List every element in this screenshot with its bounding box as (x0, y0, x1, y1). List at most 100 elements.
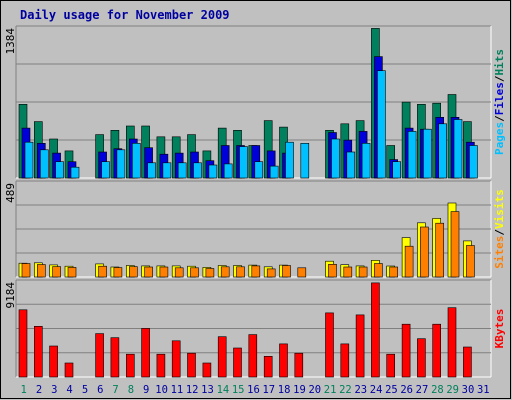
day-label-25: 25 (385, 384, 398, 396)
day-label-30: 30 (462, 384, 475, 396)
bar-kbytes-day-1 (18, 309, 28, 378)
bar-kbytes-day-4 (64, 362, 74, 378)
legend-entry: / (493, 115, 506, 122)
legend-entry: Visits (493, 189, 506, 229)
bar-kbytes-day-25 (386, 353, 396, 378)
day-label-15: 15 (232, 384, 245, 396)
bar-pages-day-27 (423, 128, 432, 179)
bar-kbytes-day-15 (233, 347, 242, 378)
bar-sites-day-27 (420, 226, 429, 278)
bar-sites-day-9 (144, 266, 153, 278)
legend-entry: Sites (493, 236, 506, 269)
bar-sites-day-4 (67, 267, 77, 278)
bar-kbytes-day-10 (156, 353, 166, 378)
day-label-27: 27 (416, 384, 429, 396)
bar-sites-day-3 (52, 266, 61, 278)
bar-sites-day-6 (98, 265, 107, 278)
bar-sites-day-22 (343, 266, 353, 278)
bar-sites-day-2 (36, 264, 46, 278)
chart-panels: 1384Pages/Files/Hits489Sites/Visits9184K… (4, 25, 506, 378)
y-max-label: 9184 (4, 282, 17, 309)
bar-pages-day-15 (239, 146, 248, 179)
bar-kbytes-day-8 (126, 353, 135, 378)
day-label-8: 8 (128, 384, 134, 396)
day-label-16: 16 (247, 384, 260, 396)
panel-legend: Sites/Visits (493, 189, 506, 269)
day-label-17: 17 (262, 384, 275, 396)
day-label-4: 4 (66, 384, 72, 396)
bar-pages-day-23 (361, 143, 371, 179)
bar-pages-day-28 (438, 123, 448, 179)
bar-pages-day-26 (407, 131, 417, 179)
bar-pages-day-10 (162, 162, 172, 179)
bar-sites-day-23 (358, 266, 368, 278)
day-label-9: 9 (143, 384, 149, 396)
day-label-21: 21 (324, 384, 337, 396)
bar-sites-day-14 (220, 266, 230, 278)
bar-kbytes-day-16 (248, 334, 258, 378)
day-label-19: 19 (293, 384, 306, 396)
bar-kbytes-day-12 (187, 352, 196, 378)
bar-kbytes-day-22 (340, 343, 350, 378)
day-label-6: 6 (97, 384, 103, 396)
bar-pages-day-19 (300, 143, 310, 179)
bar-pages-day-8 (132, 143, 141, 179)
bar-kbytes-day-6 (95, 333, 104, 378)
day-label-11: 11 (171, 384, 184, 396)
day-label-10: 10 (155, 384, 168, 396)
bar-kbytes-day-3 (49, 345, 58, 378)
bar-sites-day-30 (466, 245, 475, 278)
day-label-20: 20 (308, 384, 321, 396)
day-label-14: 14 (217, 384, 230, 396)
panel-legend: Pages/Files/Hits (493, 49, 506, 155)
day-label-7: 7 (112, 384, 118, 396)
bar-pages-day-12 (193, 162, 202, 179)
bar-kbytes-day-28 (432, 323, 442, 378)
bar-pages-day-17 (269, 165, 279, 179)
bar-pages-day-21 (331, 138, 340, 179)
legend-entry: Pages (493, 122, 506, 155)
day-label-18: 18 (278, 384, 291, 396)
bar-kbytes-day-7 (110, 337, 120, 378)
bar-pages-day-7 (116, 149, 126, 179)
bar-sites-day-13 (205, 268, 215, 278)
panel-visits-sites: 489 Sites/Visits (4, 180, 506, 278)
bar-kbytes-day-18 (279, 343, 288, 378)
bar-pages-day-29 (453, 119, 463, 179)
bar-sites-day-10 (159, 266, 169, 278)
day-label-31: 31 (477, 384, 490, 396)
bar-pages-day-30 (469, 145, 478, 179)
day-label-1: 1 (21, 384, 27, 396)
bar-pages-day-25 (392, 161, 402, 179)
day-label-23: 23 (354, 384, 367, 396)
day-label-2: 2 (36, 384, 42, 396)
bar-kbytes-day-13 (202, 362, 212, 378)
bar-sites-day-7 (113, 267, 123, 278)
bar-sites-day-1 (21, 263, 31, 278)
bar-sites-day-29 (450, 211, 460, 278)
bar-pages-day-4 (70, 166, 80, 179)
bar-kbytes-day-21 (325, 312, 334, 378)
bar-kbytes-day-17 (263, 355, 273, 378)
bar-pages-day-22 (346, 151, 356, 179)
bar-kbytes-day-23 (355, 314, 365, 378)
panel-legend: KBytes (493, 309, 506, 349)
bar-sites-day-15 (236, 266, 245, 278)
x-axis-day-labels: 1 2 3 4 5 6 7 8 9 10 11 12 13 14 15 16 17 18 19 20 21 22 23 24 2… (21, 384, 490, 396)
bar-sites-day-21 (328, 263, 337, 278)
legend-entry: / (493, 229, 506, 236)
bar-pages-day-1 (24, 141, 34, 179)
bar-pages-day-2 (39, 149, 49, 179)
day-label-22: 22 (339, 384, 352, 396)
bar-sites-day-8 (129, 266, 138, 278)
chart-title: Daily usage for November 2009 (20, 8, 230, 22)
bar-sites-day-12 (190, 267, 199, 278)
bar-pages-day-16 (254, 161, 264, 179)
bar-sites-day-25 (389, 266, 399, 278)
bar-sites-day-26 (404, 245, 414, 278)
bar-pages-day-14 (223, 163, 233, 179)
day-label-13: 13 (201, 384, 214, 396)
bar-kbytes-day-19 (294, 352, 304, 378)
bar-kbytes-day-14 (217, 336, 227, 378)
